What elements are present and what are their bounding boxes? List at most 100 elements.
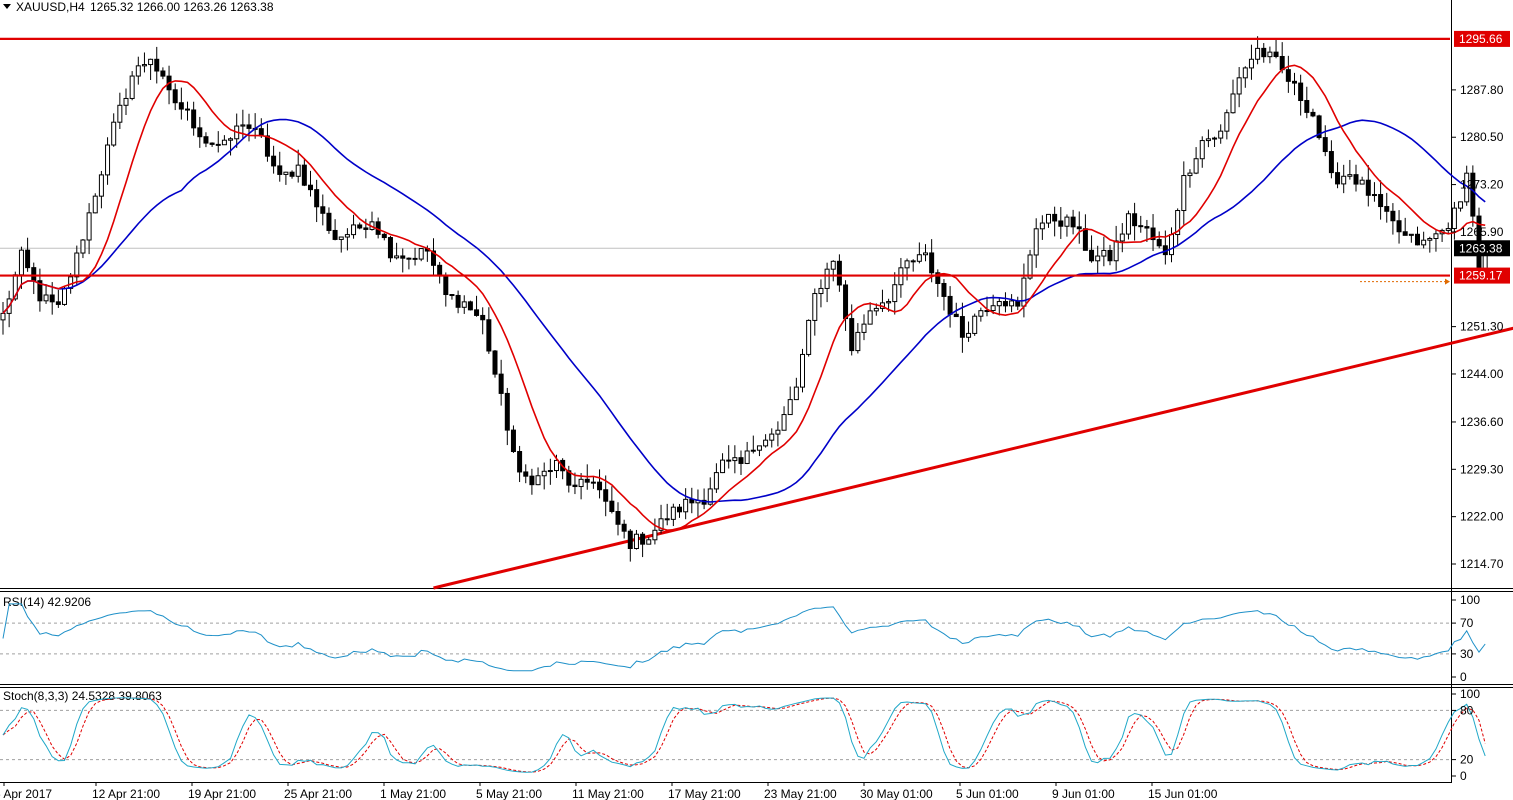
- candle: [1421, 231, 1427, 249]
- candle: [467, 300, 473, 311]
- candle: [1248, 44, 1254, 80]
- candle: [18, 246, 24, 289]
- rsi-tick-label: 30: [1460, 647, 1474, 661]
- candle: [301, 158, 307, 187]
- time-tick-label: 1 May 21:00: [380, 787, 446, 800]
- candle: [449, 294, 455, 300]
- price-panel[interactable]: 1287.80 1280.50 1273.20 1265.90 1251.30 1244.…: [0, 30, 1513, 590]
- rsi-panel[interactable]: RSI(14) 42.9206 100 70 30 0: [0, 593, 1486, 684]
- candle: [547, 458, 553, 485]
- candle: [916, 242, 922, 264]
- rsi-level-lines: [0, 622, 1450, 655]
- chart-frames: [0, 0, 1513, 783]
- candle: [633, 529, 639, 550]
- candle: [221, 135, 227, 146]
- stoch-tick-label: 0: [1460, 769, 1467, 783]
- candle: [1316, 114, 1322, 140]
- candle: [941, 279, 947, 311]
- candle: [320, 194, 326, 226]
- current-price-tag: [1454, 240, 1510, 257]
- candle: [806, 319, 812, 357]
- candle: [474, 295, 480, 317]
- candle: [1125, 210, 1131, 240]
- candle: [1095, 245, 1101, 274]
- candle: [117, 92, 123, 130]
- rsi-tick-label: 0: [1460, 670, 1467, 684]
- rsi-title: RSI(14) 42.9206: [3, 595, 91, 609]
- candle: [959, 302, 965, 353]
- arrow-right-icon: [1445, 278, 1450, 285]
- candle: [148, 58, 154, 80]
- candle: [621, 519, 627, 539]
- candle: [947, 286, 953, 328]
- candle: [228, 137, 234, 156]
- candle: [406, 257, 412, 270]
- trendline[interactable]: [433, 325, 1513, 590]
- candle: [1082, 214, 1088, 251]
- dropdown-triangle-icon[interactable]: [3, 4, 11, 9]
- ma-fast-line: [2, 64, 1486, 532]
- candle: [996, 297, 1002, 316]
- candle: [314, 179, 320, 223]
- support-trendline[interactable]: [433, 325, 1513, 590]
- candles: [0, 36, 1488, 562]
- candle: [344, 228, 350, 251]
- candle: [1039, 215, 1045, 240]
- candle: [1107, 244, 1113, 266]
- candle: [1359, 176, 1365, 185]
- candle: [178, 87, 184, 120]
- symbol-label: XAUUSD,H4: [16, 0, 85, 14]
- stochastic-panel[interactable]: Stoch(8,3,3) 24.5328 39.8063 100 80 20 0: [0, 687, 1486, 783]
- time-tick-label: 6 Apr 2017: [0, 787, 52, 800]
- rsi-tick-label: 70: [1460, 616, 1474, 630]
- candle: [1341, 164, 1347, 194]
- candle: [1169, 227, 1174, 263]
- candle: [1255, 36, 1261, 65]
- candle: [1236, 67, 1242, 108]
- candle: [590, 476, 596, 489]
- candle: [92, 193, 98, 214]
- price-tick-label: 1273.20: [1460, 178, 1504, 192]
- candle: [492, 350, 498, 378]
- candle: [123, 88, 129, 116]
- candle: [1298, 74, 1304, 116]
- candle: [1058, 207, 1064, 239]
- candle: [1396, 210, 1402, 244]
- candle: [510, 425, 516, 453]
- candle: [351, 214, 357, 239]
- horizontal-levels[interactable]: [0, 37, 1450, 285]
- candle: [498, 359, 504, 406]
- candle: [1347, 159, 1353, 180]
- candle: [1408, 233, 1414, 243]
- candle: [191, 101, 197, 136]
- candle: [775, 421, 781, 447]
- candle: [1310, 108, 1316, 118]
- candle: [523, 464, 529, 484]
- candle: [1365, 165, 1371, 207]
- level-price-tag: [1454, 267, 1510, 284]
- candle: [1076, 211, 1082, 244]
- price-tick-label: 1214.70: [1460, 557, 1504, 571]
- candle: [1261, 43, 1267, 63]
- ma-slow-line: [2, 118, 1486, 503]
- candle: [1427, 236, 1433, 253]
- candle: [1433, 229, 1439, 252]
- time-axis: 6 Apr 2017 12 Apr 21:00 19 Apr 21:00 25 Apr…: [0, 782, 1218, 800]
- candle: [923, 244, 928, 262]
- time-tick-label: 25 Apr 21:00: [284, 787, 352, 800]
- candle: [203, 132, 209, 148]
- candle: [855, 323, 861, 354]
- current-price-tag-label: 1263.38: [1459, 241, 1503, 255]
- candle: [1267, 46, 1273, 64]
- candle: [707, 477, 713, 506]
- candle: [1193, 147, 1199, 175]
- candle: [597, 469, 603, 499]
- candle: [978, 307, 984, 322]
- candle: [480, 307, 486, 335]
- time-tick-label: 15 Jun 01:00: [1148, 787, 1218, 800]
- stoch-level-lines: [0, 709, 1450, 761]
- candle: [394, 242, 400, 260]
- time-tick-label: 17 May 21:00: [668, 787, 741, 800]
- candle: [701, 488, 707, 510]
